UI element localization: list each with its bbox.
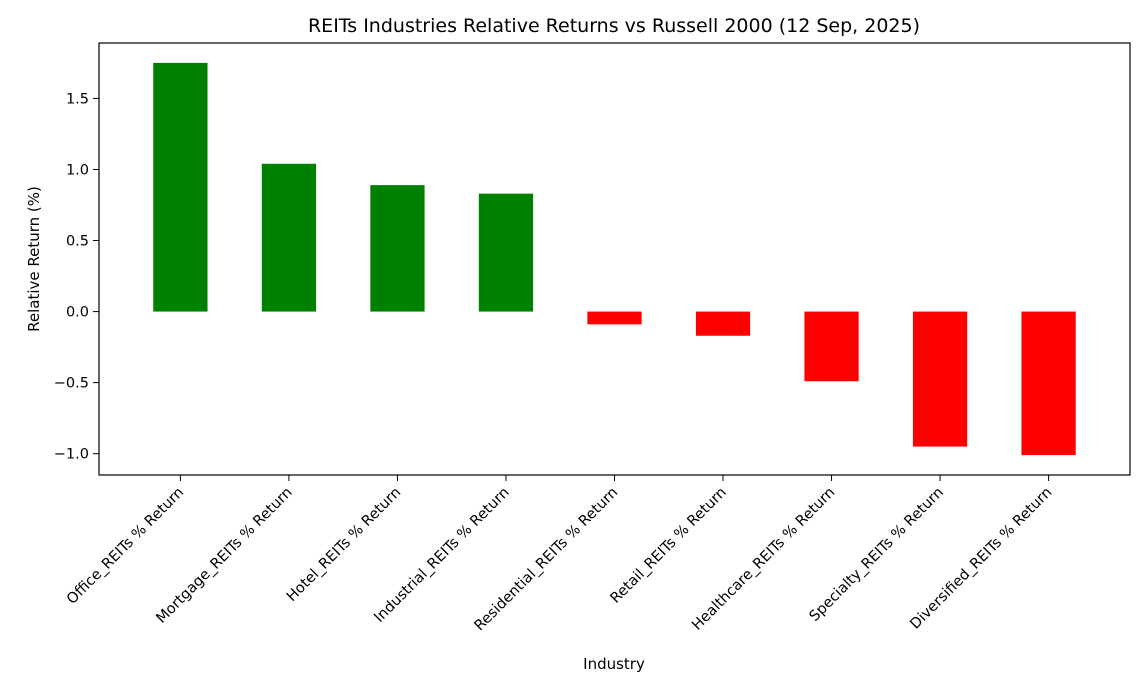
bar: [912, 311, 968, 447]
bar: [153, 62, 208, 312]
x-tick-label: Hotel_REITs % Return: [284, 485, 404, 605]
y-tick-label: 1.0: [66, 162, 89, 178]
bar: [695, 311, 751, 336]
y-tick-label: 1.5: [66, 91, 89, 107]
y-axis-label: Relative Return (%): [25, 186, 43, 332]
y-axis: −1.0 −0.5 0.0 0.5 1.0 1.5: [54, 91, 99, 463]
y-tick-label: 0.0: [66, 305, 89, 321]
bar: [1021, 311, 1076, 456]
bars-group: [153, 62, 1076, 456]
x-tick-label: Retail_REITs % Return: [608, 485, 730, 607]
bar: [804, 311, 859, 382]
bar: [587, 311, 642, 325]
bar: [478, 193, 534, 312]
y-tick-label: −0.5: [54, 376, 89, 392]
chart-title: REITs Industries Relative Returns vs Rus…: [308, 15, 920, 37]
bar: [261, 163, 317, 312]
y-tick-label: 0.5: [66, 234, 89, 250]
plot-frame: [98, 42, 1131, 476]
x-tick-label: Office_REITs % Return: [64, 485, 187, 608]
bar: [370, 185, 425, 312]
y-tick-label: −1.0: [54, 447, 89, 463]
x-axis-label: Industry: [583, 655, 645, 673]
